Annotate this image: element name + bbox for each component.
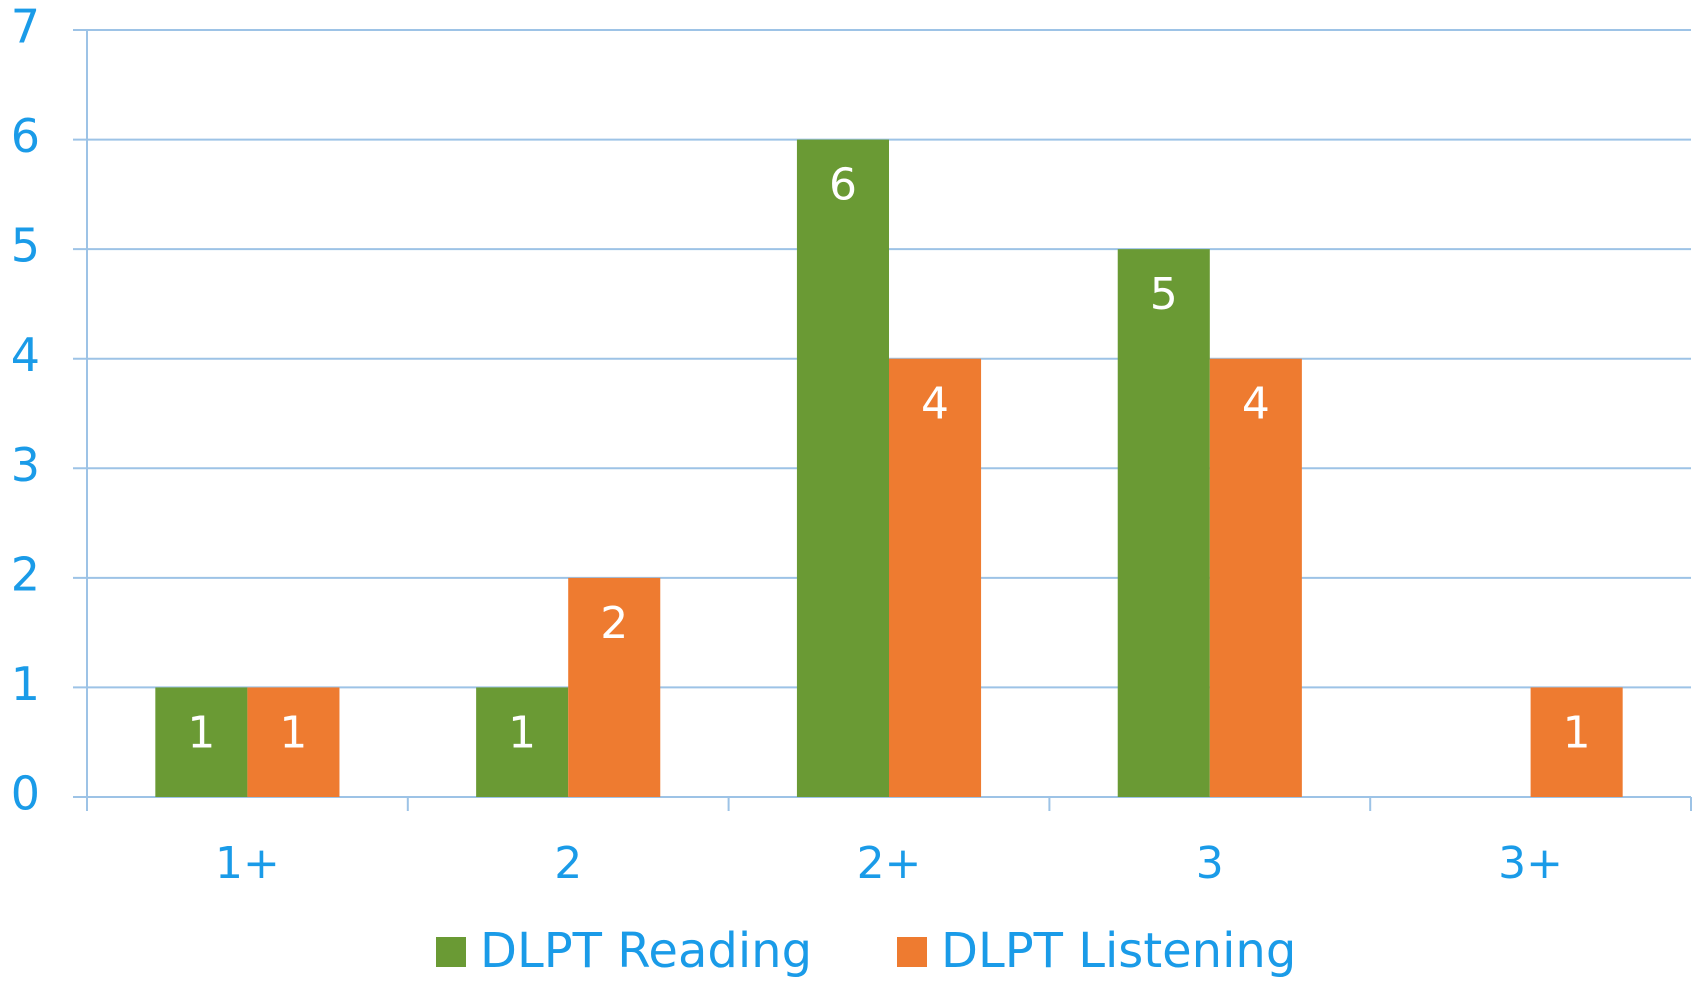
x-tick-label: 2 [554,838,582,889]
legend-label: DLPT Reading [480,923,812,979]
bar [476,687,569,797]
y-tick-label: 4 [11,328,40,382]
value-label: 5 [1150,269,1178,320]
x-tick-label: 3 [1196,838,1224,889]
value-label: 1 [279,707,307,758]
x-tick-label: 1+ [215,838,280,889]
bar [155,687,248,797]
value-label: 6 [829,160,857,211]
x-tick-label: 3+ [1498,838,1563,889]
value-label: 1 [187,707,215,758]
legend-swatch [436,937,466,967]
bar [247,687,340,797]
y-tick-label: 0 [11,767,40,821]
y-tick-label: 5 [11,219,40,273]
legend-swatch [897,937,927,967]
value-label: 1 [508,707,536,758]
value-label: 4 [1242,379,1270,430]
y-tick-label: 1 [11,657,40,711]
bar [568,577,661,797]
y-tick-label: 7 [11,0,40,54]
bar [889,358,982,797]
value-label: 1 [1563,707,1591,758]
bar [796,139,889,798]
y-tick-label: 6 [11,109,40,163]
legend-label: DLPT Listening [941,923,1296,979]
y-tick-label: 3 [11,438,40,492]
value-label: 2 [600,598,628,649]
y-tick-label: 2 [11,547,40,601]
bar [1117,249,1210,798]
value-label: 4 [921,379,949,430]
x-tick-label: 2+ [857,838,922,889]
bar [1209,358,1302,797]
bar [1530,687,1623,797]
